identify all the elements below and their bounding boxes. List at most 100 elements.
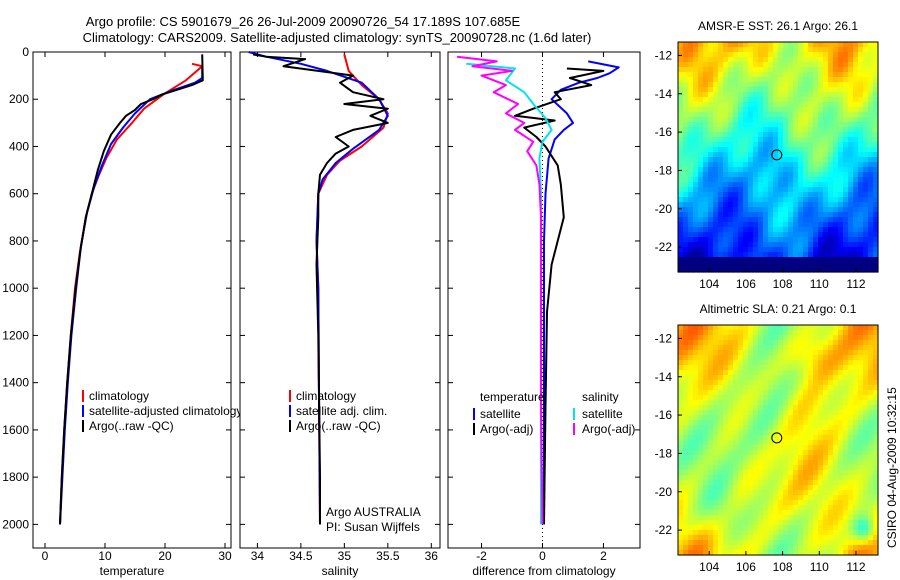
map-cell: [778, 257, 784, 263]
map-cell: [698, 142, 704, 148]
map-cell: [773, 132, 779, 138]
map-cell: [703, 340, 709, 346]
map-cell: [753, 345, 759, 351]
map-cell: [733, 72, 739, 78]
map-cell: [828, 52, 834, 58]
map-cell: [678, 395, 684, 401]
map-cell: [678, 340, 684, 346]
map-cell: [873, 510, 879, 516]
map-cell: [793, 535, 799, 541]
map-cell: [678, 192, 684, 198]
map-cell: [833, 390, 839, 396]
map-cell: [678, 172, 684, 178]
map-cell: [723, 390, 729, 396]
map-cell: [843, 257, 849, 263]
map-cell: [718, 177, 724, 183]
map-cell: [793, 192, 799, 198]
map-cell: [708, 207, 714, 213]
map-cell: [758, 365, 764, 371]
map-cell: [768, 360, 774, 366]
map-cell: [798, 57, 804, 63]
map-cell: [748, 385, 754, 391]
map-cell: [833, 375, 839, 381]
map-cell: [678, 455, 684, 461]
map-cell: [768, 550, 774, 556]
map-cell: [858, 207, 864, 213]
map-cell: [758, 370, 764, 376]
map-cell: [758, 117, 764, 123]
map-cell: [768, 425, 774, 431]
map-cell: [818, 112, 824, 118]
map-cell: [683, 530, 689, 536]
map-cell: [758, 192, 764, 198]
map-cell: [793, 505, 799, 511]
map-cell: [783, 540, 789, 546]
map-cell: [828, 415, 834, 421]
map-cell: [753, 525, 759, 531]
map-cell: [838, 137, 844, 143]
map-cell: [838, 262, 844, 268]
map-cell: [843, 370, 849, 376]
map-cell: [783, 72, 789, 78]
map-cell: [698, 82, 704, 88]
map-cell: [838, 415, 844, 421]
map-cell: [728, 505, 734, 511]
map-cell: [833, 222, 839, 228]
map-cell: [743, 92, 749, 98]
map-cell: [783, 460, 789, 466]
map-cell: [798, 490, 804, 496]
map-cell: [798, 510, 804, 516]
map-cell: [743, 515, 749, 521]
map-cell: [733, 390, 739, 396]
map-cell: [728, 52, 734, 58]
map-cell: [848, 505, 854, 511]
map-cell: [703, 370, 709, 376]
map-cell: [828, 177, 834, 183]
map-cell: [688, 445, 694, 451]
map-cell: [733, 415, 739, 421]
map-cell: [743, 47, 749, 53]
map-cell: [868, 375, 874, 381]
map-cell: [788, 262, 794, 268]
map-cell: [838, 122, 844, 128]
map-cell: [753, 500, 759, 506]
map-cell: [833, 450, 839, 456]
map-cell: [858, 227, 864, 233]
map-cell: [833, 257, 839, 263]
map-cell: [808, 420, 814, 426]
map-cell: [738, 515, 744, 521]
map-cell: [808, 505, 814, 511]
map-cell: [743, 257, 749, 263]
map-cell: [783, 67, 789, 73]
map-cell: [753, 430, 759, 436]
map-cell: [828, 335, 834, 341]
map-cell: [743, 395, 749, 401]
map-cell: [728, 252, 734, 258]
map-cell: [803, 550, 809, 556]
map-cell: [728, 192, 734, 198]
map-cell: [738, 525, 744, 531]
map-cell: [873, 77, 879, 83]
map-cell: [818, 197, 824, 203]
map-cell: [848, 365, 854, 371]
map-cell: [758, 152, 764, 158]
map-cell: [738, 385, 744, 391]
map-cell: [793, 102, 799, 108]
map-cell: [853, 147, 859, 153]
map-cell: [848, 57, 854, 63]
map-cell: [758, 122, 764, 128]
map-cell: [818, 152, 824, 158]
map-cell: [803, 420, 809, 426]
map-cell: [803, 495, 809, 501]
map-cell: [688, 350, 694, 356]
map-cell: [783, 550, 789, 556]
map-cell: [863, 102, 869, 108]
map-cell: [743, 335, 749, 341]
map-cell: [783, 395, 789, 401]
y-tick-label: 1200: [2, 328, 29, 342]
map-cell: [708, 465, 714, 471]
map-cell: [853, 380, 859, 386]
map-cell: [773, 252, 779, 258]
map-cell: [708, 520, 714, 526]
map-cell: [788, 550, 794, 556]
